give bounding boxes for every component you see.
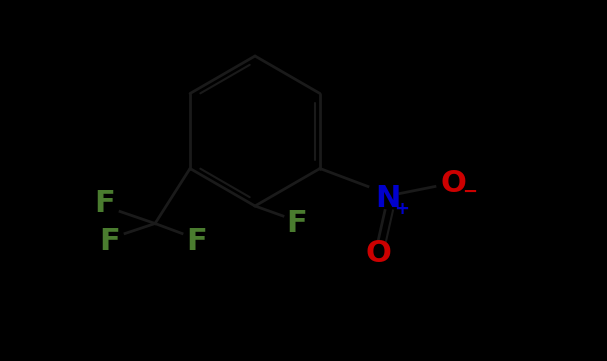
Text: F: F: [100, 227, 120, 256]
Text: −: −: [463, 183, 478, 200]
Text: N: N: [375, 184, 401, 213]
Text: O: O: [440, 169, 466, 198]
Text: F: F: [95, 189, 115, 218]
Text: F: F: [187, 227, 208, 256]
Text: F: F: [287, 209, 307, 239]
Text: +: +: [395, 200, 410, 217]
Text: O: O: [365, 239, 391, 268]
